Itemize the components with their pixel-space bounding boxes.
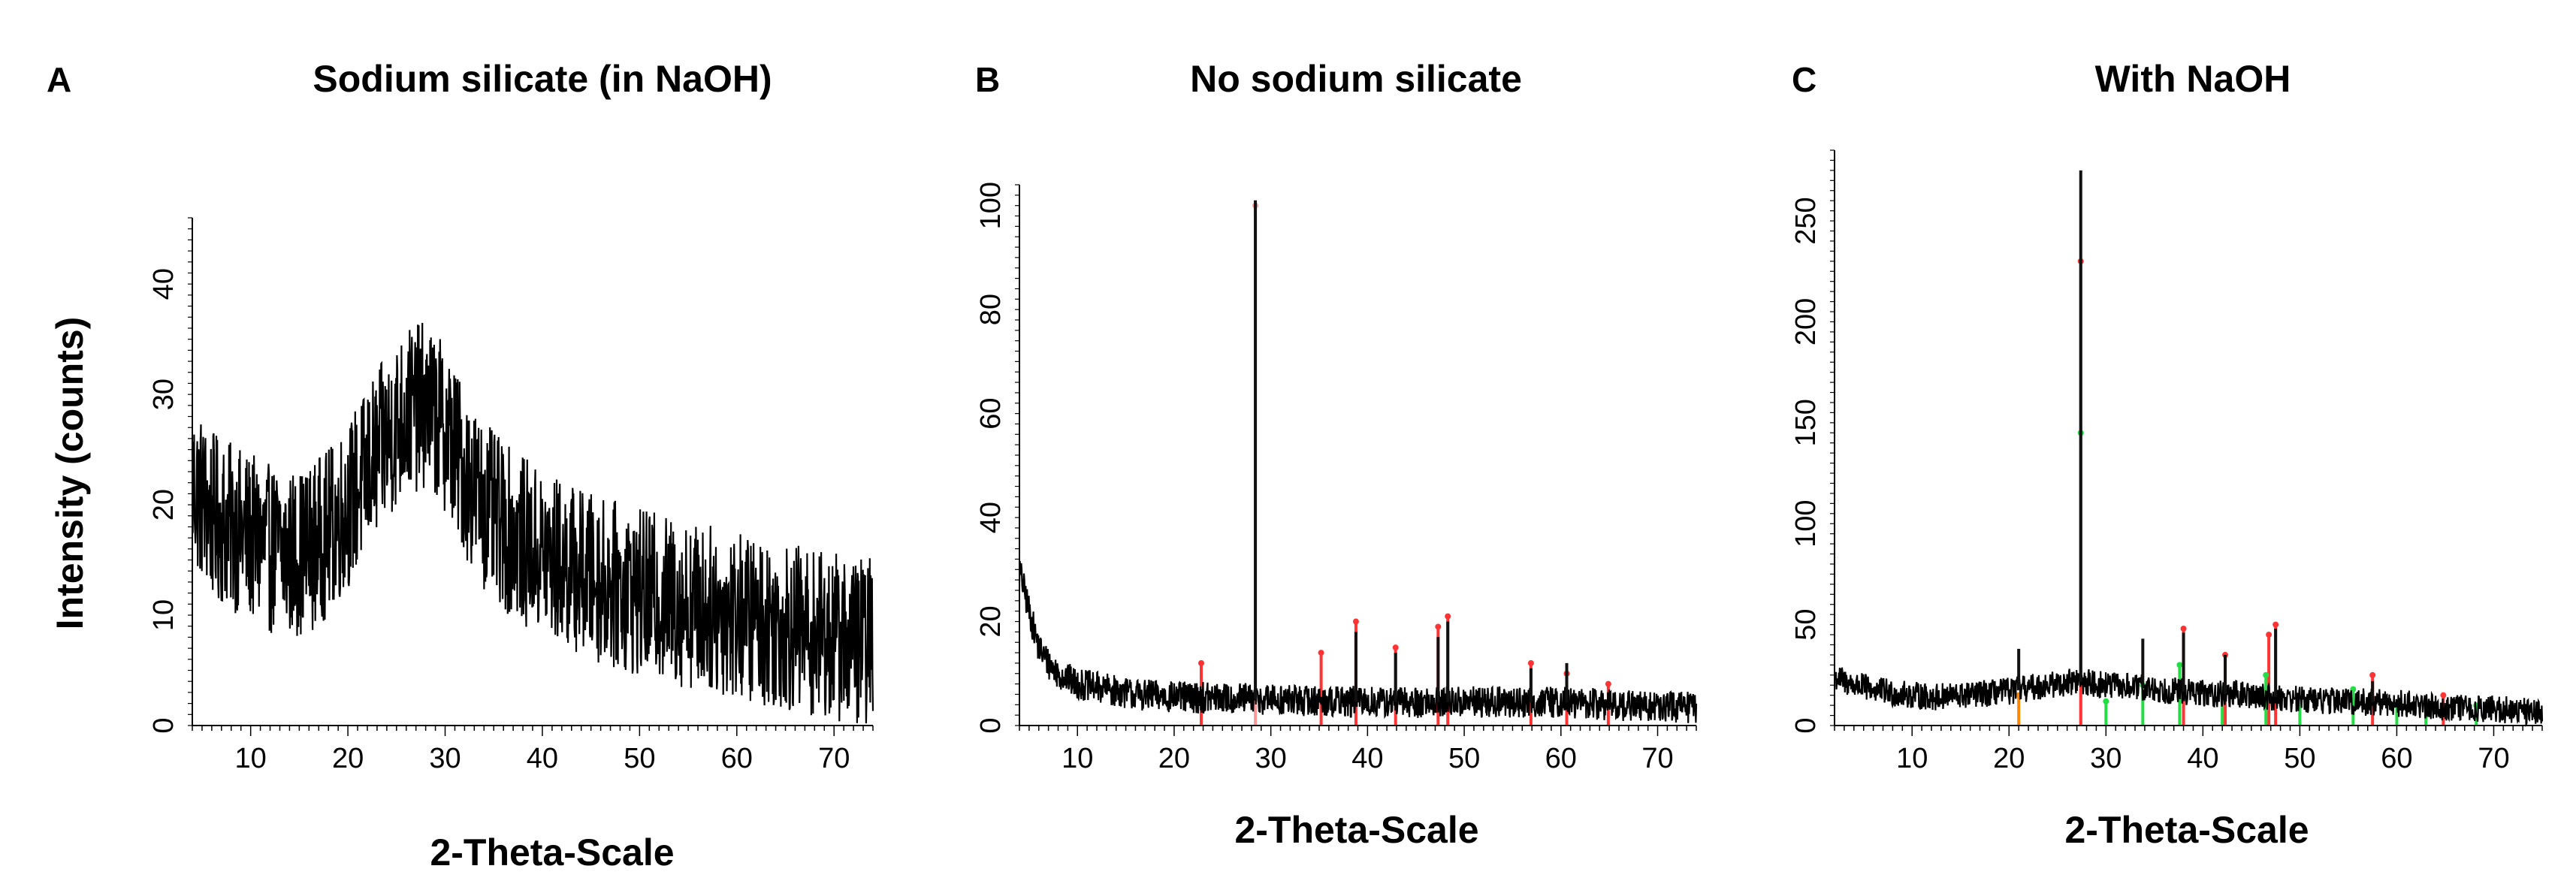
plot-panel-c: 10 20 30 40 50 60 70 0 50 100 150 200 250 xyxy=(1790,149,2544,774)
reference-peak-marker xyxy=(1352,618,1359,625)
reference-peak-marker xyxy=(2369,671,2376,678)
x-tick-label: 70 xyxy=(1641,743,1673,774)
panel-title-b: No sodium silicate xyxy=(1190,58,1522,100)
reference-peak-marker xyxy=(2272,621,2279,628)
x-tick-label: 10 xyxy=(1896,743,1928,774)
y-tick-label: 0 xyxy=(975,717,1007,733)
reference-peak-marker xyxy=(2263,671,2269,678)
x-axis-title-b: 2-Theta-Scale xyxy=(1234,809,1478,851)
y-tick-label: 200 xyxy=(1790,298,1822,345)
panel-title-c: With NaOH xyxy=(2095,58,2291,100)
reference-peak-marker xyxy=(2440,692,2447,698)
reference-peak-marker xyxy=(2103,698,2109,704)
reference-peak-marker xyxy=(1605,680,1611,687)
x-tick-label: 60 xyxy=(2381,743,2412,774)
y-tick-label: 20 xyxy=(148,489,180,520)
x-tick-label: 30 xyxy=(429,743,461,774)
xrd-trace-a xyxy=(191,322,874,724)
reference-peak-marker xyxy=(2266,632,2272,638)
y-axis-title: Intensity (counts) xyxy=(49,317,91,630)
xrd-trace-b xyxy=(1018,561,1698,723)
y-tick-label: 20 xyxy=(975,605,1007,637)
plot-panel-b: 10 20 30 40 50 60 70 0 20 40 60 80 100 xyxy=(975,182,1698,774)
x-tick-label: 60 xyxy=(1545,743,1577,774)
x-tick-label: 50 xyxy=(624,743,655,774)
plot-panel-a: 10 20 30 40 50 60 70 0 10 20 30 40 xyxy=(148,217,874,774)
x-tick-label: 40 xyxy=(1351,743,1383,774)
reference-peak-marker xyxy=(1197,659,1204,666)
y-tick-label: 30 xyxy=(148,379,180,410)
xrd-trace-c xyxy=(1833,667,2544,728)
x-axis-title-a: 2-Theta-Scale xyxy=(430,831,674,873)
x-tick-label: 70 xyxy=(818,743,850,774)
y-tick-label: 10 xyxy=(148,599,180,631)
panel-letter-b: B xyxy=(975,60,1000,99)
x-tick-label: 70 xyxy=(2478,743,2509,774)
x-tick-label: 10 xyxy=(1062,743,1093,774)
panel-title-a: Sodium silicate (in NaOH) xyxy=(313,58,772,100)
y-tick-label: 100 xyxy=(1790,500,1822,548)
reference-peak-marker xyxy=(2176,662,2183,668)
reference-peak-marker xyxy=(1445,613,1451,620)
y-tick-label: 100 xyxy=(975,182,1007,229)
x-tick-label: 50 xyxy=(1448,743,1480,774)
y-tick-label: 250 xyxy=(1790,197,1822,244)
y-tick-label: 150 xyxy=(1790,399,1822,446)
y-tick-label: 40 xyxy=(148,268,180,300)
reference-peak-marker xyxy=(1435,623,1442,630)
y-tick-label: 0 xyxy=(1790,717,1822,733)
y-tick-label: 40 xyxy=(975,502,1007,533)
x-tick-label: 10 xyxy=(235,743,267,774)
y-tick-label: 80 xyxy=(975,294,1007,325)
x-tick-label: 60 xyxy=(721,743,753,774)
x-tick-label: 40 xyxy=(527,743,558,774)
x-axis-title-c: 2-Theta-Scale xyxy=(2064,809,2309,851)
x-tick-label: 30 xyxy=(2090,743,2122,774)
x-tick-label: 40 xyxy=(2187,743,2218,774)
y-tick-label: 0 xyxy=(148,717,180,733)
x-tick-label: 20 xyxy=(1993,743,2025,774)
x-tick-label: 50 xyxy=(2284,743,2315,774)
panel-letter-c: C xyxy=(1792,60,1816,99)
reference-peak-marker xyxy=(2180,625,2187,632)
panel-letter-a: A xyxy=(47,60,71,99)
x-tick-label: 30 xyxy=(1255,743,1287,774)
x-tick-label: 20 xyxy=(332,743,364,774)
reference-peak-marker xyxy=(1318,650,1324,656)
x-tick-label: 20 xyxy=(1158,743,1190,774)
y-tick-label: 60 xyxy=(975,397,1007,429)
reference-peak-marker xyxy=(1392,644,1399,651)
y-tick-label: 50 xyxy=(1790,608,1822,640)
reference-peak-marker xyxy=(1527,659,1534,666)
